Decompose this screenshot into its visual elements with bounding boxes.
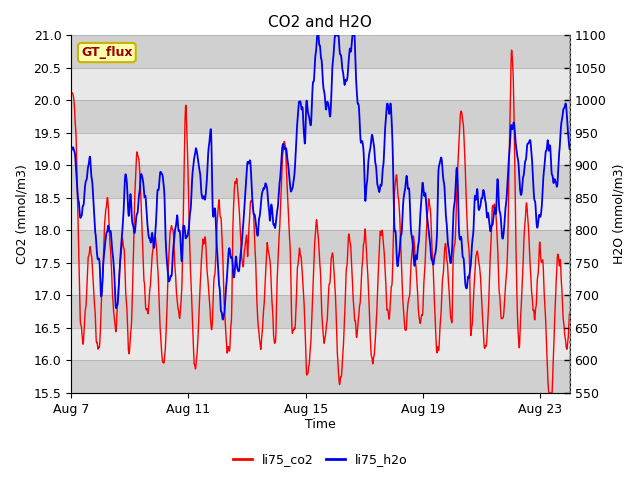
Bar: [71, 360, 570, 393]
Title: CO2 and H2O: CO2 and H2O: [269, 15, 372, 30]
Y-axis label: CO2 (mmol/m3): CO2 (mmol/m3): [15, 164, 28, 264]
Text: GT_flux: GT_flux: [81, 46, 132, 59]
Y-axis label: H2O (mmol/m3): H2O (mmol/m3): [612, 164, 625, 264]
Bar: [71, 165, 570, 198]
Bar: [71, 295, 570, 328]
Bar: [71, 36, 570, 68]
X-axis label: Time: Time: [305, 419, 336, 432]
Bar: [71, 100, 570, 133]
Legend: li75_co2, li75_h2o: li75_co2, li75_h2o: [228, 448, 412, 471]
Bar: [71, 230, 570, 263]
